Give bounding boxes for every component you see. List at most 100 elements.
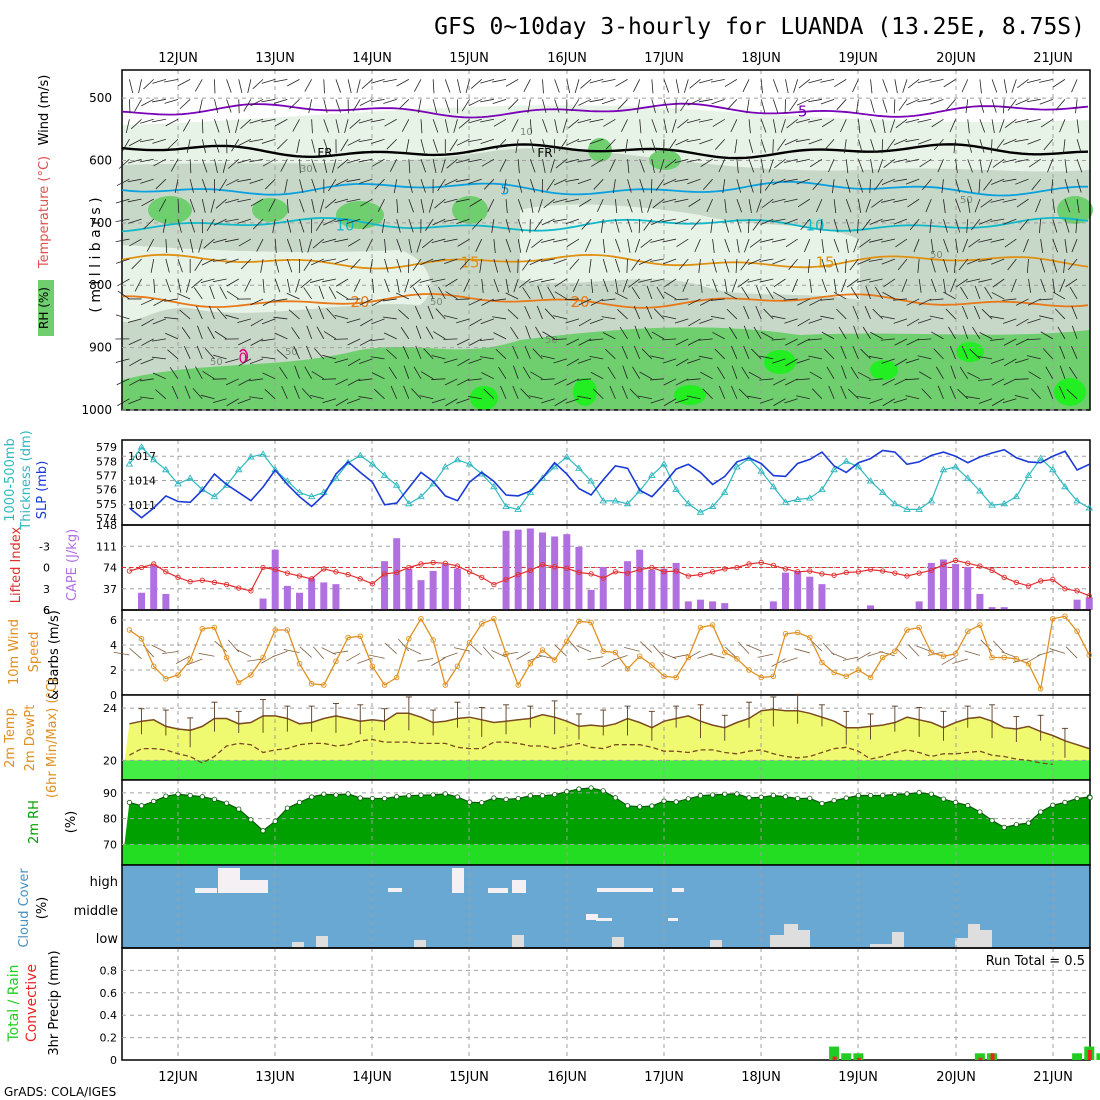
wind-barb (565, 218, 580, 225)
wind-barb (359, 358, 373, 365)
wind-barb (833, 278, 837, 293)
wind-barb (127, 318, 142, 323)
wind-barb (724, 278, 728, 293)
wind-barb (917, 338, 932, 341)
wind-barb (517, 218, 523, 233)
wind-barb (687, 298, 701, 306)
wind10-point (406, 636, 412, 642)
wind-barb (532, 348, 543, 360)
li-point (916, 570, 922, 576)
wind-barb (1039, 315, 1053, 320)
li-point (187, 579, 193, 585)
wind-barb (617, 99, 628, 110)
wind-barb (334, 358, 349, 364)
wind-barb (396, 199, 399, 214)
wind-barb (856, 99, 859, 114)
wind-barb (198, 99, 203, 114)
slp-tick: 1014 (128, 474, 156, 487)
wind-barb (746, 99, 750, 114)
rh2-point (734, 791, 740, 797)
wind-barb (449, 139, 458, 152)
wind-barb (602, 239, 606, 254)
cape-bar (381, 561, 389, 610)
rh2-point (1074, 795, 1080, 802)
wind-barb (833, 291, 847, 300)
wind-barb (954, 258, 956, 274)
isotherm-label: -5 (793, 103, 808, 121)
cape-bar (271, 549, 279, 610)
wind-barb (369, 258, 373, 273)
thickness-point (1061, 482, 1069, 490)
wind-barb (747, 219, 750, 234)
wind-barb (1003, 378, 1017, 386)
wind-barb (322, 258, 337, 262)
wind-barb (443, 218, 458, 222)
wind-barb (1064, 179, 1070, 193)
wind-barb (840, 278, 847, 293)
thickness-line (128, 446, 1090, 513)
wind-barb (748, 139, 754, 153)
wind-barb (784, 218, 798, 225)
wind-barb (152, 138, 166, 144)
wind-barb (743, 325, 750, 340)
bottom-date-labels: 12JUN 13JUN 14JUN 15JUN 16JUN 17JUN 18JUN 19JUN… (158, 1070, 1073, 1085)
cloud-high-block (195, 888, 217, 893)
wind-barb (941, 179, 944, 194)
wind-barb (238, 238, 252, 247)
wind-barb (544, 308, 555, 320)
thickness-point (1073, 497, 1081, 504)
wind-barb (260, 258, 264, 273)
wind-barb (663, 79, 670, 93)
wind-barb (261, 338, 276, 342)
wind-barb (1014, 138, 1029, 143)
wind-barb (196, 345, 203, 359)
li-point (138, 564, 145, 571)
wind-barb (1002, 198, 1017, 203)
rh2-point (454, 794, 461, 800)
wind-barb (979, 139, 985, 153)
wind-barb (1028, 158, 1041, 168)
wind-barb (353, 278, 361, 292)
wind-barb (566, 79, 571, 94)
cape-bar (1073, 599, 1081, 610)
thickness-point (490, 482, 498, 490)
wind-barb (143, 79, 154, 90)
wind-barb (435, 308, 446, 320)
cloud-low-block (612, 937, 624, 948)
bottom-date-label: 13JUN (255, 1070, 295, 1085)
wind-barb (138, 79, 142, 94)
wind-barb (566, 378, 580, 386)
wind-barb (310, 278, 324, 283)
wind-barb (432, 79, 435, 94)
wind-barb (783, 158, 798, 164)
precip-tick: 0.8 (100, 964, 118, 977)
precip-tick: 0.6 (100, 987, 118, 1000)
wind-barb (517, 159, 520, 174)
wind-barb (868, 278, 883, 283)
wind-barb (249, 158, 264, 163)
wind-barb (512, 385, 519, 399)
wind-barb (201, 199, 206, 213)
wind-barb (699, 318, 713, 324)
wind-barb (687, 358, 701, 364)
wind-barb (1066, 389, 1078, 400)
wind-barb (882, 398, 896, 407)
wind-barb (638, 219, 641, 234)
li-point (977, 563, 983, 569)
wind-barb (674, 158, 689, 164)
rh2-point (236, 806, 242, 812)
rh2-point (515, 795, 521, 802)
wind-barb (273, 78, 288, 83)
wind-barb (1069, 366, 1078, 380)
wind-barb (471, 218, 483, 230)
wind-barb (152, 78, 166, 84)
wind-barb (967, 119, 970, 134)
wind-barb (140, 118, 154, 124)
wind-barb (638, 258, 653, 265)
wind10-barb (175, 655, 191, 664)
wind-barb (419, 278, 434, 283)
wind-barb (197, 325, 203, 340)
sounding-ylabel-wind: Wind (m/s) (37, 75, 52, 146)
cape-tick: 37 (103, 583, 117, 596)
